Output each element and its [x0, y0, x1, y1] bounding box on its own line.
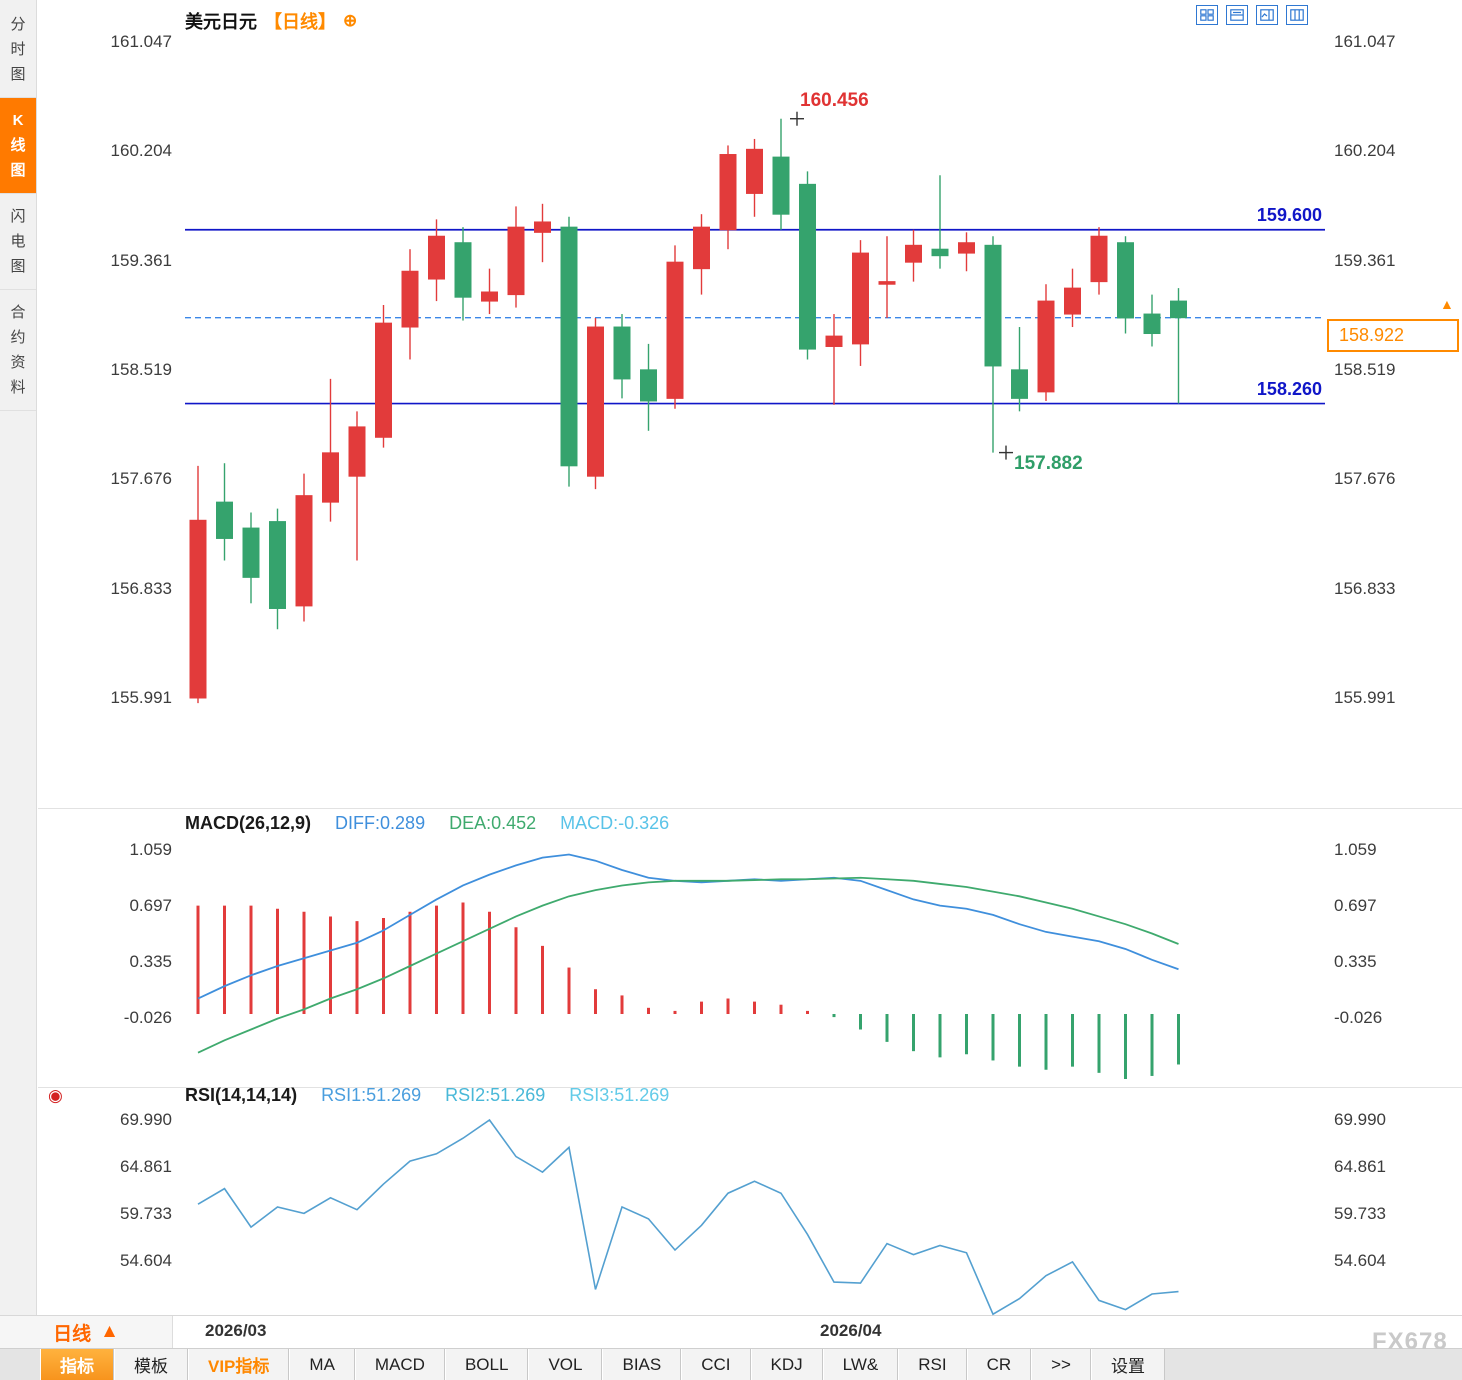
toolbar-tab-10[interactable]: KDJ: [750, 1349, 823, 1380]
current-price-badge: 158.922: [1327, 319, 1459, 352]
diff-line: [197, 853, 1179, 1000]
y-axis-label: 159.361: [110, 250, 172, 270]
macd-histogram: [196, 902, 1180, 1080]
toolbar-tab-11[interactable]: LW&: [822, 1349, 899, 1380]
toolbar-tab-6[interactable]: BOLL: [444, 1349, 529, 1380]
rsi-line: [197, 1118, 1179, 1316]
toolbar-tab-1[interactable]: 指标: [40, 1349, 114, 1380]
toolbar-tab-8[interactable]: BIAS: [602, 1349, 682, 1380]
y-axis-label: 59.733: [1334, 1203, 1386, 1223]
macd-header: MACD(26,12,9) DIFF:0.289 DEA:0.452 MACD:…: [185, 813, 669, 834]
y-axis-label: 157.676: [110, 469, 172, 489]
period-tag: 【日线】: [264, 12, 336, 32]
y-axis-label: 156.833: [110, 578, 172, 598]
toolbar-tab-2[interactable]: 模板: [114, 1349, 188, 1380]
grid-layout-icon[interactable]: [1196, 5, 1218, 25]
y-axis-label: 161.047: [110, 32, 172, 52]
y-axis-label: 158.519: [1334, 359, 1396, 379]
y-axis-label: 64.861: [120, 1156, 172, 1176]
chart-title: 美元日元 【日线】 ⊕: [185, 8, 357, 34]
y-axis-label: 161.047: [1334, 32, 1396, 52]
toolbar-tab-4[interactable]: MA: [289, 1349, 355, 1380]
chart-pane-icon[interactable]: [1256, 5, 1278, 25]
watermark: FX678: [1372, 1328, 1448, 1355]
dea-line: [197, 876, 1179, 1054]
y-axis-label: 1.059: [129, 840, 172, 860]
toolbar-tab-9[interactable]: CCI: [681, 1349, 751, 1380]
y-axis-label: -0.026: [123, 1008, 172, 1028]
period-up-triangle-icon: ▲: [100, 1321, 119, 1342]
add-indicator-icon[interactable]: ⊕: [343, 11, 358, 30]
indicator-dot-icon[interactable]: ◉: [48, 1086, 63, 1105]
x-axis-label-2: 2026/04: [820, 1321, 882, 1340]
y-axis-label: 54.604: [1334, 1250, 1386, 1270]
rsi-title: RSI(14,14,14): [185, 1085, 298, 1105]
support-level-label: 158.260: [1256, 379, 1322, 399]
y-axis-label: 160.204: [1334, 141, 1396, 161]
macd-diff-value: DIFF:0.289: [335, 813, 426, 833]
bottom-toolbar: 指标 模板 VIP指标 MA MACD BOLL VOL BIAS CCI KDJ LW& RSI CR…: [0, 1348, 1462, 1380]
y-axis-label: 157.676: [1334, 469, 1396, 489]
y-axis-label: 69.990: [1334, 1109, 1386, 1129]
y-axis-label: 155.991: [1334, 687, 1396, 707]
y-axis-label: 0.335: [129, 952, 172, 972]
rsi3-value: RSI3:51.269: [569, 1085, 670, 1105]
x-axis-label-1: 2026/03: [205, 1321, 267, 1340]
toolbar-tab-14[interactable]: >>: [1031, 1349, 1091, 1380]
y-axis-label: -0.026: [1334, 1008, 1383, 1028]
y-axis-label: 159.361: [1334, 250, 1396, 270]
toolbar-tab-7[interactable]: VOL: [528, 1349, 603, 1380]
macd-dea-value: DEA:0.452: [449, 813, 537, 833]
toolbar-tab-12[interactable]: RSI: [898, 1349, 967, 1380]
rsi-header: RSI(14,14,14) RSI1:51.269 RSI2:51.269 RS…: [185, 1085, 669, 1106]
y-axis-label: 160.204: [110, 141, 172, 161]
macd-title: MACD(26,12,9): [185, 813, 312, 833]
rsi1-value: RSI1:51.269: [321, 1085, 422, 1105]
toolbar-tab-13[interactable]: CR: [966, 1349, 1032, 1380]
toolbar-tab-3[interactable]: VIP指标: [188, 1349, 290, 1380]
layout-icon-group: [1196, 5, 1308, 25]
y-axis-label: 69.990: [120, 1109, 172, 1129]
low-annotation: 157.882: [1014, 453, 1083, 474]
period-selector-label: 日线: [53, 1323, 92, 1345]
y-axis-label: 64.861: [1334, 1156, 1386, 1176]
y-axis-label: 59.733: [120, 1203, 172, 1223]
column-pane-icon[interactable]: [1286, 5, 1308, 25]
candlestick-series: [189, 118, 1187, 704]
y-axis-label: 1.059: [1334, 840, 1377, 860]
sidebar-item-3[interactable]: 闪电图: [0, 194, 36, 290]
resistance-level-label: 159.600: [1256, 205, 1322, 225]
y-axis-label: 155.991: [110, 687, 172, 707]
dual-pane-icon[interactable]: [1226, 5, 1248, 25]
toolbar-tab-5[interactable]: MACD: [354, 1349, 445, 1380]
y-axis-label: 0.697: [1334, 896, 1377, 916]
rsi2-value: RSI2:51.269: [445, 1085, 546, 1105]
sidebar-item-4[interactable]: 合约资料: [0, 290, 36, 411]
y-axis-label: 0.335: [1334, 952, 1377, 972]
symbol-name: 美元日元: [185, 12, 257, 32]
y-axis-label: 158.519: [110, 359, 172, 379]
price-up-arrow-icon: ▲: [1440, 296, 1454, 312]
toolbar-tab-15[interactable]: 设置: [1090, 1349, 1165, 1380]
macd-macd-value: MACD:-0.326: [560, 813, 670, 833]
y-axis-label: 156.833: [1334, 578, 1396, 598]
y-axis-label: 54.604: [120, 1250, 172, 1270]
high-annotation: 160.456: [800, 90, 869, 111]
sidebar-item-1[interactable]: 分时图: [0, 2, 36, 98]
period-selector-button[interactable]: 日线 ▲: [0, 1316, 173, 1348]
y-axis-label: 0.697: [129, 896, 172, 916]
